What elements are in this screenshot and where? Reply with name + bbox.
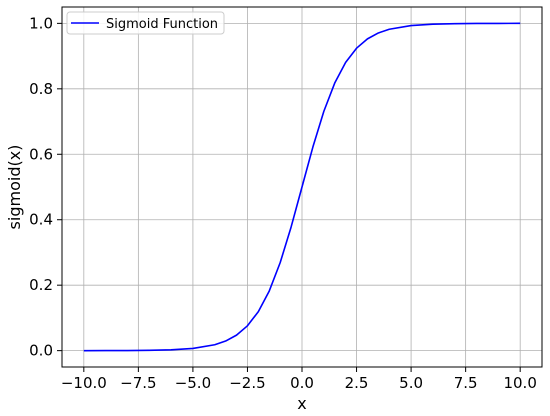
y-tick-label: 0.0 [29, 342, 53, 360]
legend-label-sigmoid: Sigmoid Function [106, 17, 218, 32]
series-layer [83, 22, 521, 352]
x-tick-label: −10.0 [61, 374, 107, 392]
y-tick-label: 0.6 [29, 145, 53, 163]
x-axis-label: x [297, 394, 306, 413]
x-tick-label: 7.5 [454, 374, 478, 392]
x-tick-label: −7.5 [120, 374, 156, 392]
y-tick-label: 0.8 [29, 80, 53, 98]
x-tick-label: 0.0 [290, 374, 314, 392]
x-tick-label: 10.0 [503, 374, 536, 392]
y-axis-label: sigmoid(x) [5, 145, 24, 230]
x-axis-ticks: −10.0 −7.5 −5.0 −2.5 0.0 2.5 5.0 7.5 10.0 [61, 367, 537, 392]
y-tick-label: 0.2 [29, 276, 53, 294]
y-tick-label: 1.0 [29, 14, 53, 32]
x-tick-label: 2.5 [345, 374, 369, 392]
legend-box [66, 11, 225, 35]
legend: Sigmoid Function [66, 11, 225, 35]
x-tick-label: −5.0 [175, 374, 211, 392]
x-tick-label: −2.5 [229, 374, 265, 392]
x-tick-label: 5.0 [399, 374, 423, 392]
y-axis-ticks: 0.0 0.2 0.4 0.6 0.8 1.0 [29, 14, 62, 360]
series-line-sigmoid [83, 22, 521, 352]
y-tick-label: 0.4 [29, 211, 53, 229]
